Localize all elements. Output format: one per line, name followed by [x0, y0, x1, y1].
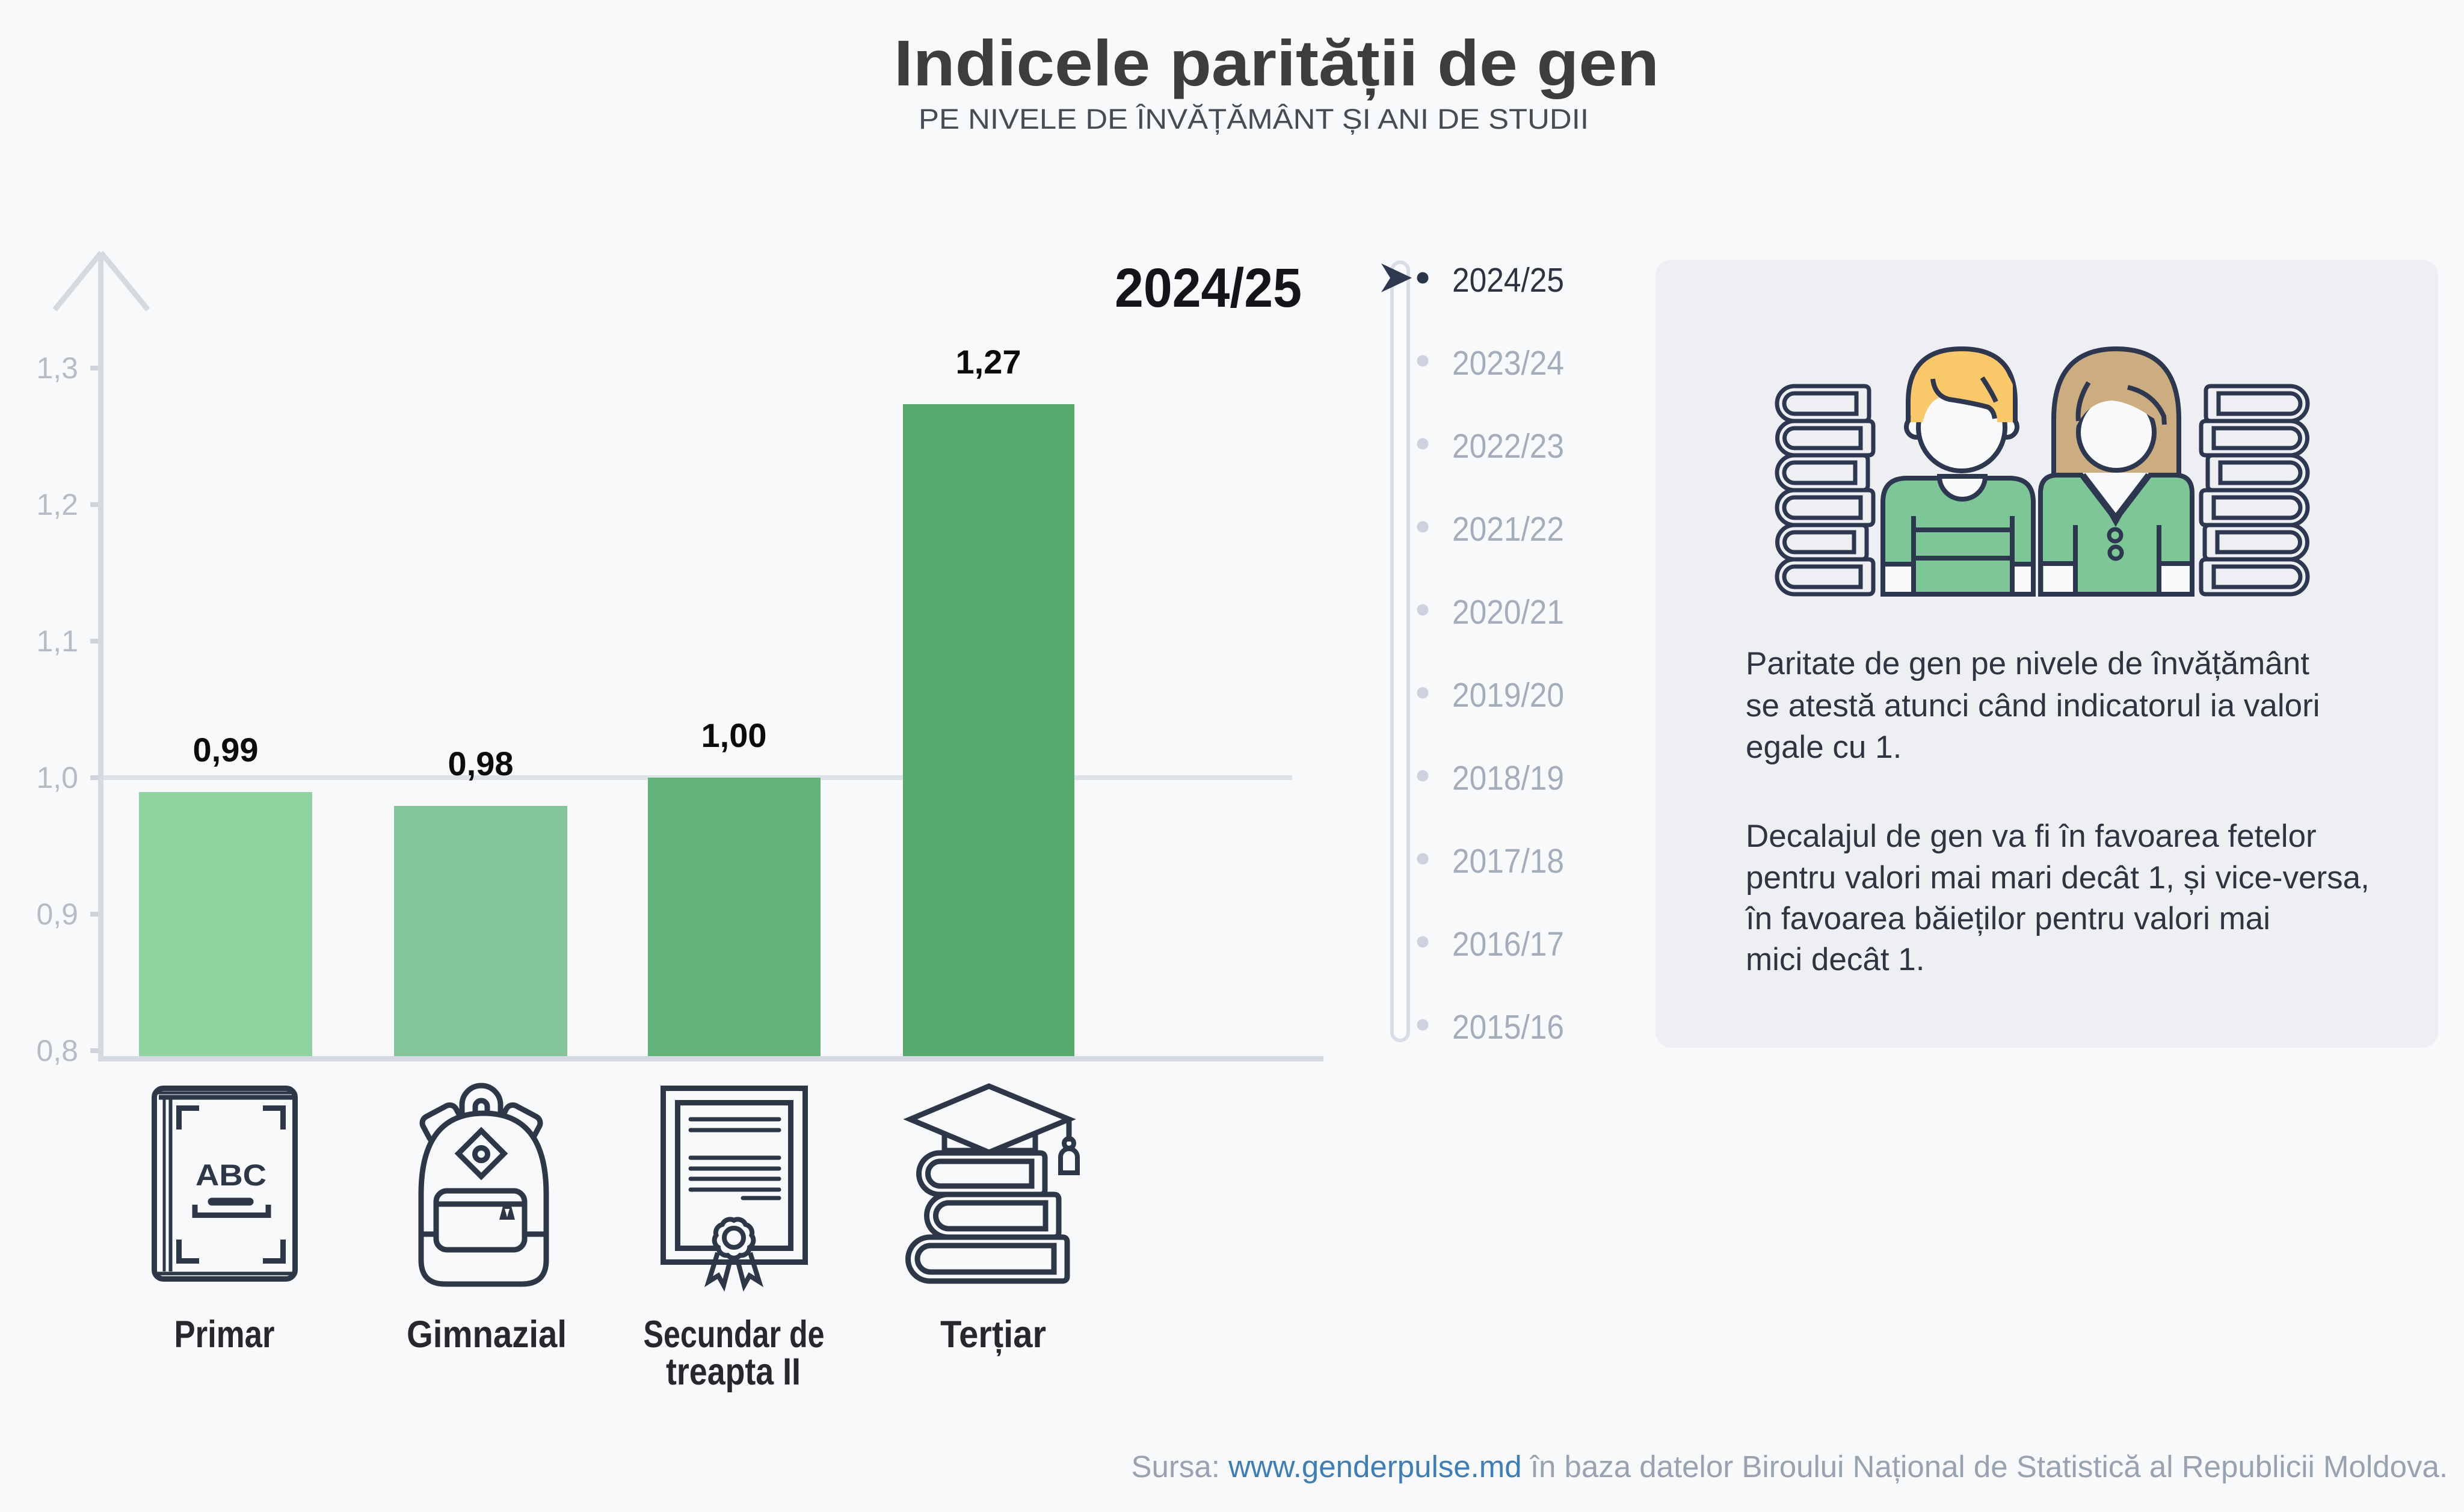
svg-text:2015/16: 2015/16	[1452, 1008, 1564, 1046]
svg-text:0,98: 0,98	[448, 745, 514, 782]
svg-text:2024/25: 2024/25	[1452, 261, 1564, 300]
svg-text:pentru valori mai mari decât 1: pentru valori mai mari decât 1, și vice-…	[1746, 860, 2370, 896]
svg-text:1,0: 1,0	[36, 761, 78, 794]
svg-text:2021/22: 2021/22	[1452, 510, 1564, 549]
svg-text:în favoarea băieților pentru v: în favoarea băieților pentru valori mai	[1745, 901, 2270, 936]
svg-text:2024/25: 2024/25	[1115, 257, 1302, 319]
svg-text:Paritate de gen pe nivele de î: Paritate de gen pe nivele de învățământ	[1746, 646, 2309, 681]
svg-text:1,00: 1,00	[701, 716, 767, 754]
svg-text:1,1: 1,1	[36, 624, 78, 658]
svg-text:Indicele parității de gen: Indicele parității de gen	[894, 26, 1659, 100]
svg-text:2022/23: 2022/23	[1452, 427, 1564, 466]
svg-text:2016/17: 2016/17	[1452, 925, 1564, 963]
svg-text:1,2: 1,2	[36, 488, 78, 521]
svg-text:egale cu 1.: egale cu 1.	[1746, 730, 1902, 765]
svg-text:2018/19: 2018/19	[1452, 759, 1564, 797]
svg-text:se atestă atunci când indicato: se atestă atunci când indicatorul ia val…	[1746, 688, 2320, 724]
svg-text:Sursa: www.genderpulse.md în b: Sursa: www.genderpulse.md în baza datelo…	[1131, 1449, 2448, 1484]
svg-text:2020/21: 2020/21	[1452, 593, 1564, 632]
svg-text:1,3: 1,3	[36, 351, 78, 385]
svg-text:Primar: Primar	[174, 1314, 275, 1356]
svg-text:0,8: 0,8	[36, 1034, 78, 1068]
svg-text:treapta II: treapta II	[666, 1351, 801, 1393]
svg-text:Decalajul de gen va fi în favo: Decalajul de gen va fi în favoarea fetel…	[1746, 819, 2317, 854]
svg-text:Secundar de: Secundar de	[644, 1314, 825, 1356]
svg-text:2017/18: 2017/18	[1452, 842, 1564, 880]
svg-text:0,9: 0,9	[36, 897, 78, 931]
svg-text:2023/24: 2023/24	[1452, 344, 1564, 383]
svg-text:1,27: 1,27	[956, 343, 1021, 381]
svg-text:ABC: ABC	[196, 1158, 266, 1192]
svg-text:Terțiar: Terțiar	[940, 1314, 1046, 1356]
svg-text:Gimnazial: Gimnazial	[407, 1314, 567, 1356]
svg-text:2019/20: 2019/20	[1452, 676, 1564, 715]
svg-text:PE NIVELE DE ÎNVĂȚĂMÂNT ȘI ANI: PE NIVELE DE ÎNVĂȚĂMÂNT ȘI ANI DE STUDII	[919, 103, 1589, 135]
svg-text:mici decât 1.: mici decât 1.	[1746, 942, 1925, 977]
svg-text:0,99: 0,99	[193, 731, 259, 769]
